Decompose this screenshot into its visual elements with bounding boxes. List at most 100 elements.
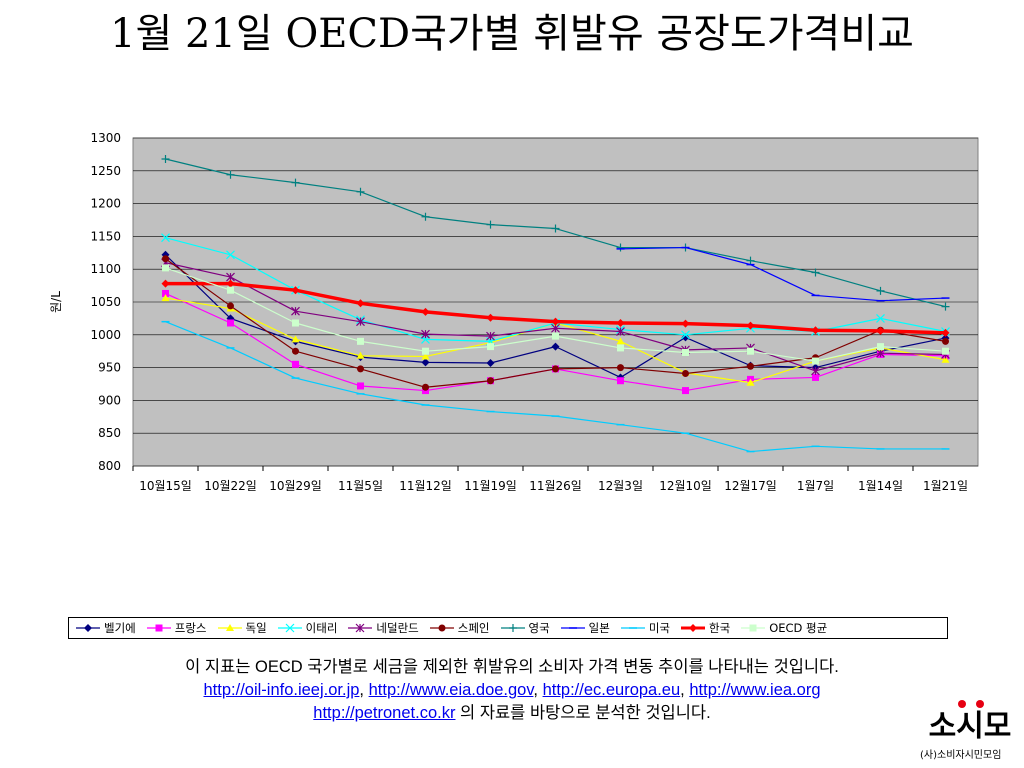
link-petronet[interactable]: http://petronet.co.kr — [313, 704, 456, 722]
data-point — [877, 343, 884, 351]
data-point — [226, 250, 235, 260]
x-tick-label: 1월7일 — [797, 479, 834, 493]
series-OECD 평균 — [162, 264, 949, 365]
data-point — [617, 344, 624, 352]
legend-item: 프랑스 — [146, 620, 207, 636]
data-point — [487, 377, 494, 385]
x-tick-label: 11월26일 — [529, 479, 582, 493]
legend-swatch — [500, 624, 525, 632]
link-eia[interactable]: http://www.eia.doe.gov — [368, 681, 534, 699]
legend-item: 벨기에 — [75, 620, 136, 636]
line-chart: 800 850 900 950 1000 1050 1100 1150 1200 1250 1300… — [49, 131, 979, 493]
legend-swatch — [217, 624, 242, 631]
data-point — [616, 243, 625, 252]
x-tick-label: 12월3일 — [598, 479, 643, 493]
y-tick-label: 1100 — [90, 262, 121, 276]
y-tick-label: 800 — [98, 459, 121, 473]
data-point — [551, 224, 560, 233]
x-tick-label: 11월12일 — [399, 479, 452, 493]
link-europa[interactable]: http://ec.europa.eu — [542, 681, 681, 699]
y-axis-label: 원/L — [49, 291, 63, 313]
organization-logo: 소시모 — [929, 700, 1012, 744]
data-point — [291, 306, 300, 316]
data-point — [681, 330, 690, 340]
x-tick-label: 12월17일 — [724, 479, 777, 493]
data-point — [616, 327, 625, 336]
svg-text:소시모: 소시모 — [929, 709, 1012, 744]
data-point — [291, 178, 300, 187]
data-point — [486, 313, 495, 322]
data-point — [226, 170, 235, 179]
legend-item: 한국 — [680, 620, 730, 636]
y-tick-label: 1200 — [90, 197, 121, 211]
data-point — [876, 326, 885, 335]
data-point — [747, 347, 754, 355]
y-tick-label: 1150 — [90, 229, 121, 243]
data-point — [422, 383, 429, 391]
logo-subtitle: (사)소비자시민모임 — [920, 750, 1002, 761]
x-tick-label: 12월10일 — [659, 479, 712, 493]
separator: , — [680, 681, 690, 699]
data-point — [292, 347, 299, 355]
legend-label: 벨기에 — [104, 621, 136, 635]
legend-swatch — [429, 624, 454, 632]
legend-swatch — [277, 623, 302, 633]
footer-line-1: 이 지표는 OECD 국가별로 세금을 제외한 휘발유의 소비자 가격 변동 추… — [185, 658, 839, 676]
data-point — [486, 331, 495, 341]
data-point — [551, 342, 560, 351]
data-point — [617, 377, 624, 385]
data-point — [162, 289, 169, 297]
data-point — [292, 319, 299, 327]
data-point — [356, 299, 365, 308]
data-point — [421, 329, 430, 339]
legend-item: 미국 — [620, 620, 670, 636]
y-tick-label: 1000 — [90, 328, 121, 342]
separator: , — [359, 681, 369, 699]
data-point — [941, 302, 950, 311]
legend-swatch — [741, 624, 766, 632]
link-iea[interactable]: http://www.iea.org — [689, 681, 821, 699]
data-point — [747, 362, 754, 370]
legend-item: OECD 평균 — [740, 620, 827, 636]
data-point — [357, 337, 364, 345]
link-ieej[interactable]: http://oil-info.ieej.or.jp — [203, 681, 360, 699]
legend-label: OECD 평균 — [769, 621, 828, 635]
legend-item: 독일 — [217, 620, 267, 636]
data-point — [551, 317, 560, 326]
data-point — [811, 268, 820, 277]
data-point — [617, 364, 624, 372]
legend-swatch — [348, 623, 373, 633]
data-point — [682, 370, 689, 378]
data-point — [161, 279, 170, 288]
legend-label: 이태리 — [305, 621, 338, 635]
data-point — [681, 333, 690, 342]
y-tick-label: 950 — [98, 361, 121, 375]
legend-swatch — [681, 624, 706, 632]
y-tick-label: 900 — [98, 393, 121, 407]
gridlines — [133, 137, 978, 467]
separator: , — [533, 681, 543, 699]
data-point — [746, 378, 755, 386]
data-point — [746, 256, 755, 265]
data-point — [682, 387, 689, 395]
data-point — [552, 332, 559, 340]
data-point — [486, 220, 495, 229]
x-tick-label: 11월19일 — [464, 479, 517, 493]
legend-label: 영국 — [528, 621, 550, 635]
legend-swatch — [560, 627, 585, 629]
axes: 800 850 900 950 1000 1050 1100 1150 1200 1250 1300… — [90, 131, 968, 493]
data-point — [616, 318, 625, 327]
data-point — [941, 355, 950, 363]
data-point — [811, 326, 820, 335]
legend-item: 이태리 — [277, 620, 338, 636]
data-point — [941, 328, 950, 337]
legend-swatch — [146, 624, 171, 632]
data-point — [357, 365, 364, 373]
legend-swatch — [76, 624, 100, 632]
legend-item: 일본 — [560, 620, 610, 636]
data-point — [876, 286, 885, 295]
data-point — [357, 382, 364, 390]
x-tick-label: 1월14일 — [858, 479, 903, 493]
legend-label: 한국 — [709, 621, 731, 635]
data-point — [356, 187, 365, 196]
